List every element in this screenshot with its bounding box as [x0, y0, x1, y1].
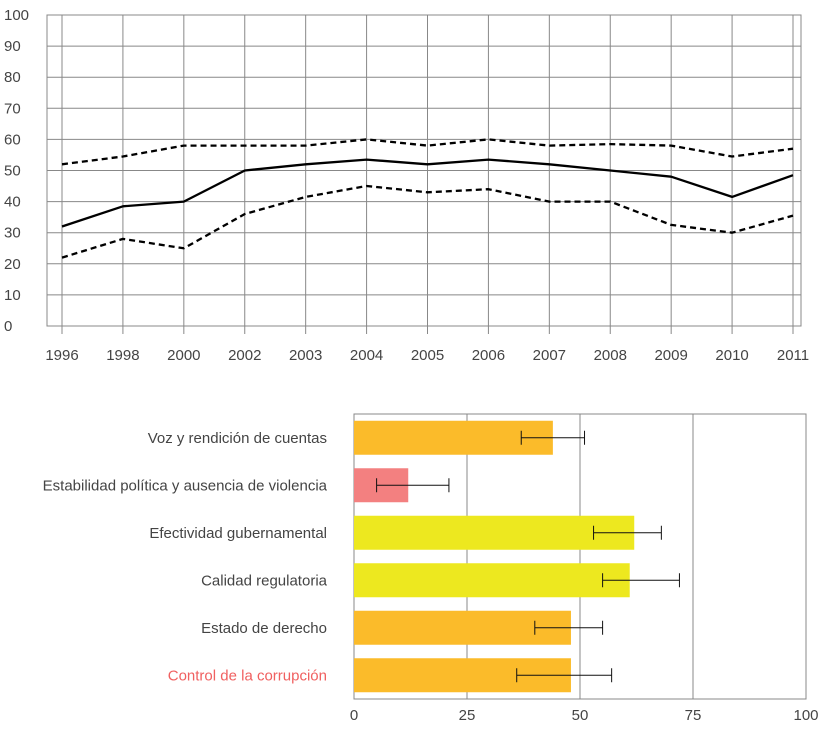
line-chart-y-tick-label: 20 [4, 256, 21, 273]
line-chart-y-tick-label: 10 [4, 287, 21, 304]
line-chart-y-tick-label: 50 [4, 163, 21, 180]
bar-chart-x-tick-label: 100 [793, 707, 818, 724]
bar [354, 563, 630, 598]
line-chart-y-tick-label: 90 [4, 38, 21, 55]
line-chart-x-tick-label: 2011 [777, 347, 809, 364]
line-chart-y-tick-label: 60 [4, 131, 21, 148]
bar-category-label: Voz y rendición de cuentas [148, 430, 327, 447]
line-chart-y-tick-label: 70 [4, 100, 21, 117]
line-chart-x-tick-label: 1996 [45, 347, 78, 364]
line-chart-x-tick-label: 2010 [715, 347, 748, 364]
line-chart-x-tick-label: 2009 [654, 347, 687, 364]
bar-chart-x-tick-label: 0 [350, 707, 358, 724]
line-chart-x-tick-label: 2003 [289, 347, 322, 364]
line-chart-x-tick-label: 2002 [228, 347, 261, 364]
bar-category-label: Estado de derecho [201, 620, 327, 637]
line-series-2 [61, 184, 794, 259]
line-chart-y-tick-label: 80 [4, 69, 21, 86]
bar-category-label: Calidad regulatoria [201, 572, 328, 589]
bar-category-label: Efectividad gubernamental [149, 525, 327, 542]
bar [354, 420, 553, 455]
line-chart-y-tick-label: 100 [4, 7, 29, 24]
line-chart-x-tick-label: 2004 [350, 347, 383, 364]
line-chart-frame [46, 14, 802, 327]
bar-chart-frame [353, 413, 807, 700]
line-chart-x-tick-label: 1998 [106, 347, 139, 364]
line-chart-x-tick-label: 2000 [167, 347, 200, 364]
line-chart-x-tick-label: 2006 [472, 347, 505, 364]
line-chart-y-tick-label: 30 [4, 225, 21, 242]
bar [354, 515, 635, 550]
bar-chart-x-tick-label: 50 [572, 707, 589, 724]
line-chart-x-tick-label: 2008 [594, 347, 627, 364]
line-chart-x-tick-label: 2005 [411, 347, 444, 364]
line-chart-y-tick-label: 0 [4, 318, 12, 335]
line-series-1 [61, 158, 794, 228]
bar-category-label: Estabilidad política y ausencia de viole… [43, 477, 328, 494]
line-chart-x-tick-label: 2007 [533, 347, 566, 364]
bar-chart-x-tick-label: 25 [459, 707, 476, 724]
line-series-0 [61, 138, 794, 166]
line-chart-y-tick-label: 40 [4, 194, 21, 211]
bar-category-label: Control de la corrupción [168, 667, 327, 684]
bar-chart-x-tick-label: 75 [685, 707, 702, 724]
